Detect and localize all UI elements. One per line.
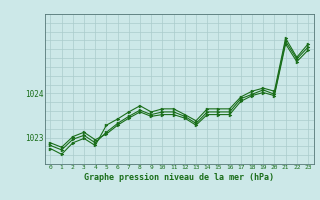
- X-axis label: Graphe pression niveau de la mer (hPa): Graphe pression niveau de la mer (hPa): [84, 173, 274, 182]
